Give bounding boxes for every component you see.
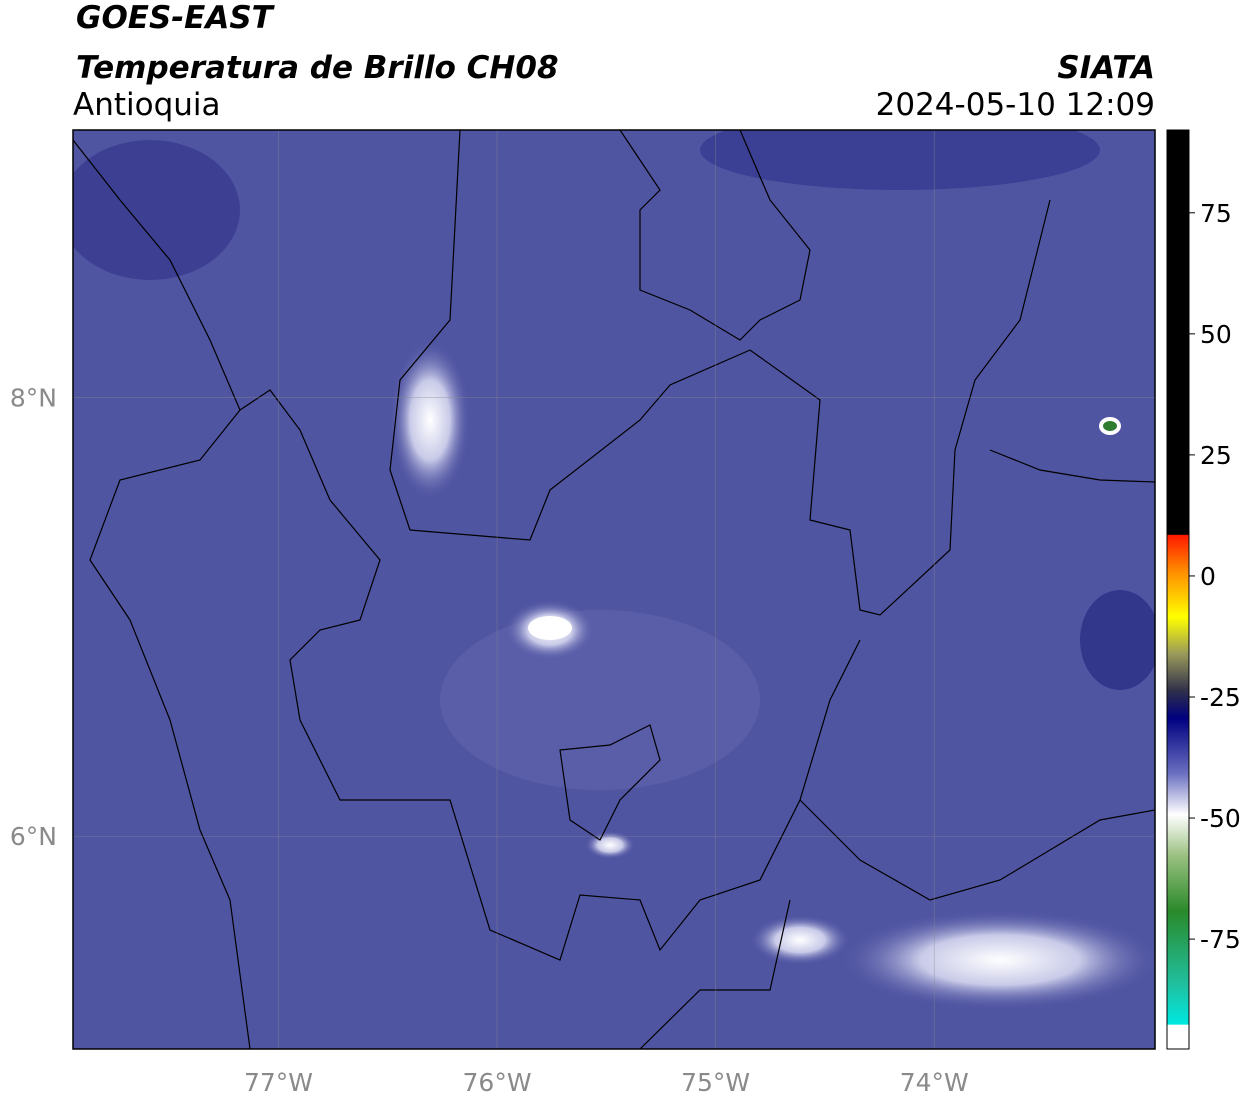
timestamp: 2024-05-10 12:09 [876, 87, 1155, 123]
colorbar-tick-label: 0 [1200, 562, 1216, 591]
subtitle: Temperatura de Brillo CH08 [76, 50, 559, 86]
cold-region [73, 140, 240, 280]
cloud [750, 915, 850, 965]
colorbar-tick-label: 50 [1200, 320, 1232, 349]
colorbar [1166, 129, 1190, 1050]
cloud-core [1103, 421, 1117, 431]
boundary [389, 130, 461, 531]
cold-region [700, 130, 1100, 190]
map-area [73, 130, 1155, 1049]
x-tick-label: 76°W [463, 1068, 532, 1097]
colorbar-tick-label: 25 [1200, 441, 1232, 470]
grid [73, 130, 1155, 1049]
boundary [409, 199, 1051, 616]
y-tick-label: 8°N [10, 384, 57, 413]
x-tick-label: 77°W [244, 1068, 313, 1097]
title: GOES-EAST [76, 0, 276, 36]
source: SIATA [1057, 50, 1155, 86]
colorbar-tick-label: 75 [1200, 199, 1232, 228]
x-tick-label: 75°W [681, 1068, 750, 1097]
region: Antioquia [73, 87, 221, 123]
colorbar-tick-label: -25 [1200, 683, 1241, 712]
x-tick-label: 74°W [900, 1068, 969, 1097]
cloud [390, 340, 470, 500]
boundary [989, 449, 1155, 483]
boundary [619, 130, 811, 341]
boundary [73, 139, 251, 1049]
warm-region [440, 610, 760, 790]
colorbar-tick-label: -75 [1200, 925, 1241, 954]
boundary [239, 389, 861, 961]
colorbar-tick-label: -50 [1200, 804, 1241, 833]
map-background [73, 130, 1155, 1049]
map-frame [72, 129, 1156, 1050]
boundary [799, 799, 1155, 901]
cloud-core [528, 616, 572, 640]
y-tick-label: 6°N [10, 822, 57, 851]
cold-region [1080, 590, 1155, 690]
boundary [639, 899, 791, 1049]
cloud [840, 910, 1155, 1010]
boundary [559, 724, 661, 841]
